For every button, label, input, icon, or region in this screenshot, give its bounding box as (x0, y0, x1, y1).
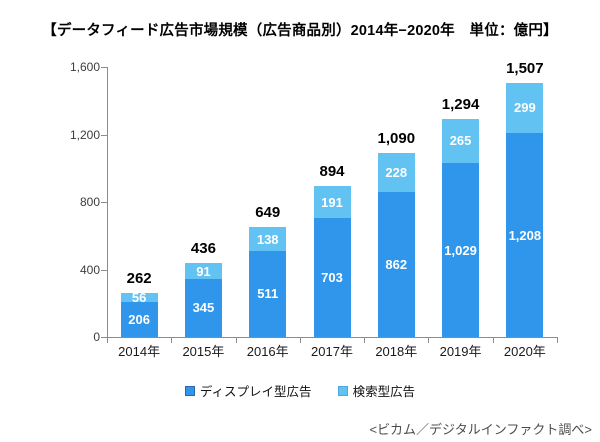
y-axis-tick-label: 1,200 (69, 127, 100, 142)
x-axis-tick (171, 338, 173, 343)
bar-segment-display: 1,029 (442, 163, 480, 337)
bar-segment-display: 511 (249, 250, 287, 337)
legend-item: 検索型広告 (337, 381, 416, 400)
x-axis-tick (492, 338, 494, 343)
total-label: 1,507 (506, 59, 544, 77)
bar-segment-display: 862 (377, 191, 415, 337)
x-axis-category-label: 2019年 (439, 344, 482, 359)
y-axis-tick-label: 0 (93, 330, 100, 344)
x-axis-tick (364, 338, 366, 343)
total-label: 649 (255, 204, 281, 222)
total-label: 262 (126, 269, 152, 287)
x-axis-category-label: 2016年 (246, 344, 289, 359)
y-axis-line (107, 67, 108, 337)
bar-segment-display: 703 (313, 218, 351, 337)
chart-title: 【データフィード広告市場規模（広告商品別）2014年−2020年 単位：億円】 (42, 23, 558, 39)
bar-segment-search: 138 (249, 227, 287, 251)
legend-item: ディスプレイ型広告 (184, 381, 312, 400)
bar-segment-search: 56 (120, 290, 158, 305)
bar-segment-display: 206 (120, 302, 158, 337)
total-label: 436 (190, 240, 216, 258)
legend-label: 検索型広告 (352, 385, 416, 399)
total-label: 1,294 (441, 95, 480, 113)
y-axis-tick-label: 1,600 (69, 60, 100, 74)
x-axis-category-label: 2018年 (375, 344, 418, 359)
total-label: 1,090 (377, 130, 416, 148)
legend-swatch-icon (184, 385, 195, 396)
x-axis-category-label: 2020年 (503, 344, 546, 359)
x-axis-tick (428, 338, 430, 343)
y-axis-tick (101, 134, 107, 136)
y-axis-tick (101, 269, 107, 271)
y-axis-tick (101, 202, 107, 203)
x-axis-category-label: 2014年 (118, 344, 161, 359)
x-axis-category-label: 2015年 (182, 344, 225, 359)
y-axis-tick (101, 337, 107, 338)
bar-segment-search: 191 (313, 186, 351, 219)
y-axis-tick-label: 800 (79, 195, 100, 209)
bar-segment-display: 1,208 (506, 133, 544, 337)
y-axis-tick-label: 400 (79, 262, 100, 277)
bar-segment-search: 299 (506, 82, 544, 134)
bar-segment-search: 228 (377, 153, 415, 192)
x-axis-line (107, 337, 558, 338)
bar-segment-search: 91 (184, 263, 222, 279)
total-label: 894 (319, 163, 345, 181)
source-note: <ビカム／デジタルインファクト調べ> (369, 422, 592, 437)
legend-label: ディスプレイ型広告 (199, 385, 312, 399)
bar-segment-display: 345 (184, 278, 222, 337)
x-axis-category-label: 2017年 (311, 344, 353, 359)
x-axis-tick (235, 338, 237, 343)
x-axis-tick (557, 338, 558, 343)
legend: ディスプレイ型広告 検索型広告 (0, 381, 600, 400)
legend-swatch-icon (337, 385, 348, 396)
x-axis-tick (299, 338, 301, 343)
y-axis-tick (101, 67, 107, 68)
bar-segment-search: 265 (442, 118, 480, 164)
x-axis-tick (107, 338, 108, 343)
